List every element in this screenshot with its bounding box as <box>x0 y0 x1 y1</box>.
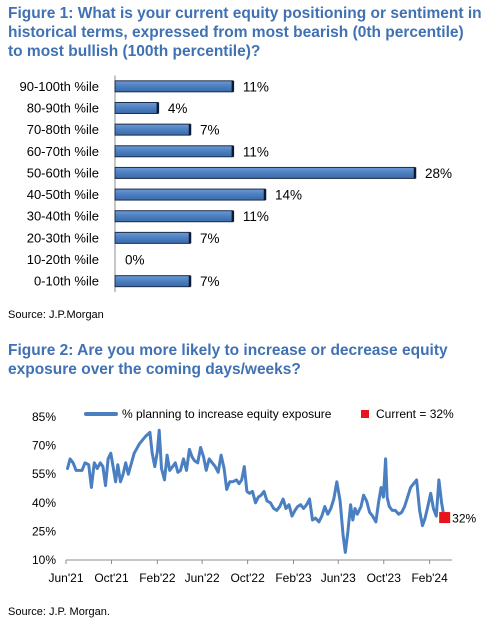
bar-category-label: 70-80th %ile <box>27 122 99 137</box>
current-value-marker <box>439 512 451 524</box>
bar-category-label: 30-40th %ile <box>27 209 99 224</box>
bar-category-label: 0-10th %ile <box>34 274 99 289</box>
bar-value-label: 14% <box>275 188 302 203</box>
legend-current-label: Current = 32% <box>376 407 454 421</box>
x-tick-label: Oct'23 <box>367 571 402 585</box>
x-tick-label: Feb'22 <box>139 571 176 585</box>
figure-2-axes: 10% 25% 40% 55% 70% 85% Jun'21 Oct'21 Feb'22 Jun'… <box>32 410 452 585</box>
x-tick-label: Feb'24 <box>411 571 448 585</box>
bar-category-label: 80-90th %ile <box>27 100 99 115</box>
bar-value-label: 7% <box>200 231 220 246</box>
bar-category-label: 50-60th %ile <box>27 165 99 180</box>
y-tick-label: 40% <box>32 496 56 510</box>
bar-category-label: 10-20th %ile <box>27 252 99 267</box>
bar-value-label: 11% <box>243 144 269 159</box>
legend-current-marker-swatch <box>361 410 369 418</box>
bar-category-label: 90-100th %ile <box>20 79 100 94</box>
x-tick-label: Oct'21 <box>94 571 129 585</box>
bar-value-label: 0% <box>125 253 145 268</box>
x-tick-label: Jun'22 <box>185 571 220 585</box>
figure-1-title: Figure 1: What is your current equity po… <box>8 5 482 60</box>
legend-series-label: % planning to increase equity exposure <box>122 407 332 421</box>
x-tick-label: Jun'23 <box>321 571 356 585</box>
figure-2-title: Figure 2: Are you more likely to increas… <box>8 342 448 378</box>
figure-1-bar-chart: 90-100th %ile 11% 80-90th %ile 4% 70-80th %i… <box>20 75 453 292</box>
y-tick-label: 25% <box>32 524 56 538</box>
current-value-label: 32% <box>452 512 476 526</box>
bar-value-label: 11% <box>243 209 269 224</box>
figure-1-bars: 90-100th %ile 11% 80-90th %ile 4% 70-80th %i… <box>20 79 453 289</box>
figure-1-source: Source: J.P.Morgan <box>8 309 104 321</box>
bar-category-label: 40-50th %ile <box>27 187 99 202</box>
series-line <box>66 428 446 554</box>
bar-category-label: 60-70th %ile <box>27 144 99 159</box>
y-tick-label: 10% <box>32 553 56 567</box>
bar-value-label: 11% <box>243 79 269 94</box>
bar-value-label: 7% <box>200 123 220 138</box>
y-tick-label: 55% <box>32 467 56 481</box>
x-tick-label: Jun'21 <box>49 571 84 585</box>
y-tick-label: 85% <box>32 410 56 424</box>
x-tick-label: Feb'23 <box>275 571 312 585</box>
bar-category-label: 20-30th %ile <box>27 230 99 245</box>
figure-2-source: Source: J.P. Morgan. <box>8 606 110 618</box>
figure-2-plot-area: 32% <box>66 428 477 554</box>
bar-value-label: 4% <box>168 101 188 116</box>
y-tick-label: 70% <box>32 439 56 453</box>
bar-value-label: 7% <box>200 274 220 289</box>
bar-value-label: 28% <box>425 166 452 181</box>
figure-2-line-chart: 10% 25% 40% 55% 70% 85% Jun'21 Oct'21 Feb'22 Jun'… <box>32 407 477 585</box>
figure-2-legend: % planning to increase equity exposure C… <box>84 407 454 421</box>
x-tick-label: Oct'22 <box>230 571 265 585</box>
